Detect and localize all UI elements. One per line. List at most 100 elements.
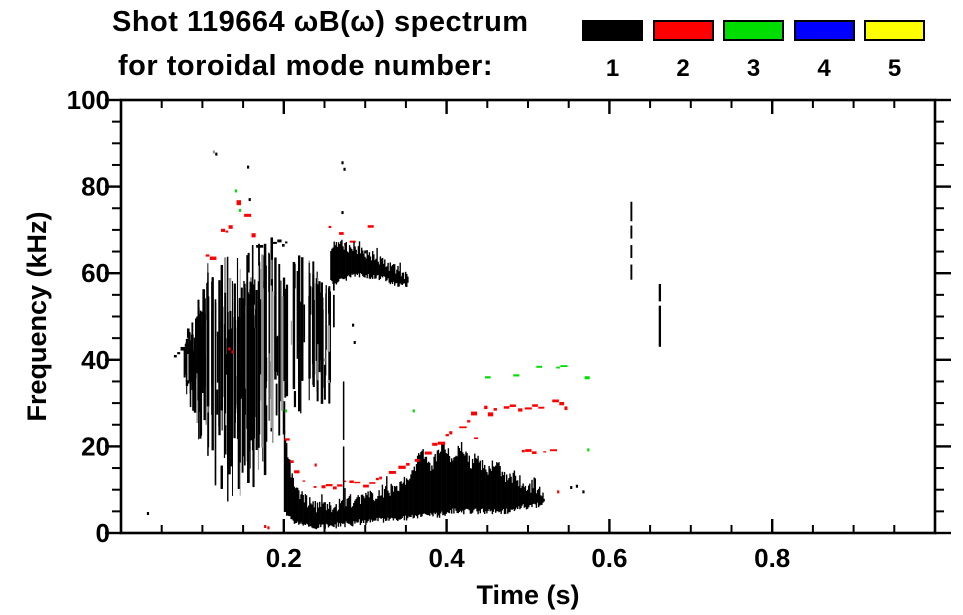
feature-early-chirp-streaks-n1 [229, 310, 232, 342]
feature-second-trace-19khz-n2 [550, 449, 557, 452]
feature-hug-rise-n2 [459, 426, 467, 429]
feature-burst2-blob-n1 [349, 247, 352, 278]
feature-hug-rise-n2 [467, 420, 471, 423]
feature-low-band-n1 [335, 504, 337, 529]
x-tick-label: 0.6 [591, 543, 627, 573]
feature-low-band-n1 [458, 448, 461, 512]
feature-burst2-arc-n2 [349, 240, 356, 243]
feature-hug-rise-n2 [414, 458, 420, 462]
feature-burst2-blob-n1 [335, 242, 338, 285]
feature-early-chirp-streaks-n1 [275, 383, 278, 416]
feature-low-band-n1 [421, 450, 423, 517]
feature-low-band-n1 [368, 497, 370, 520]
feature-specks-red [557, 490, 560, 494]
feature-hug-rise-n2 [369, 482, 376, 484]
feature-low-band-n1 [438, 453, 441, 518]
feature-early-chirp-streaks-n1 [285, 284, 289, 397]
feature-early-chirp-streaks-n1 [190, 350, 192, 381]
feature-early-chirp-streaks-n1 [238, 297, 241, 463]
feature-flat-band-29khz-n2 [538, 406, 545, 409]
feature-rising-arc-n2 [228, 225, 233, 229]
feature-squiggle-67khz-n1 [285, 241, 288, 244]
feature-early-chirp-streaks-n1 [195, 318, 198, 343]
y-tick-label: 60 [81, 258, 110, 288]
feature-low-band-n1 [372, 499, 375, 521]
feature-early-chirp-streaks-n1 [308, 296, 311, 379]
feature-low-band-n1 [393, 485, 396, 519]
feature-low-band-n1 [408, 480, 410, 517]
feature-low-band-n1 [501, 471, 503, 511]
x-axis-title: Time (s) [476, 580, 579, 610]
feature-low-band-n1 [467, 461, 469, 510]
feature-burst2-blob-n1 [352, 250, 354, 275]
feature-vdash-t0262-n1 [333, 271, 335, 291]
feature-low-band-n1 [499, 465, 501, 512]
feature-low-band-n1 [539, 486, 541, 506]
feature-low-band-n1 [517, 480, 519, 509]
feature-specks-green [587, 448, 590, 452]
feature-specks-black [570, 486, 573, 490]
feature-low-freq-arm-n1 [177, 352, 181, 355]
feature-second-trace-19khz-n2 [521, 449, 525, 453]
feature-low-band-n1 [352, 506, 354, 527]
feature-rising-arc-n2 [225, 230, 229, 233]
feature-low-band-n1 [444, 449, 446, 516]
feature-low-band-n1 [316, 502, 319, 529]
feature-low-band-n1 [390, 483, 392, 518]
feature-early-chirp-streaks-n1 [268, 253, 270, 354]
feature-low-band-n1 [503, 471, 506, 515]
feature-squiggle-67khz-n1 [277, 239, 282, 243]
feature-specks-red [267, 526, 270, 530]
feature-low-band-n1 [445, 452, 447, 514]
feature-early-chirp-streaks-n1 [319, 304, 321, 345]
feature-hug-rise-n2 [332, 486, 337, 490]
feature-low-band-n1 [535, 493, 538, 508]
feature-low-band-n1 [383, 488, 386, 519]
feature-low-freq-arm-n1 [190, 353, 196, 357]
feature-low-band-n1 [367, 491, 369, 522]
feature-low-band-n1 [474, 453, 476, 509]
feature-early-chirp-streaks-n1 [262, 288, 265, 462]
feature-low-band-n1 [427, 461, 430, 516]
feature-burst2-blob-n1 [332, 247, 334, 284]
feature-low-band-n1 [542, 492, 544, 503]
feature-low-band-n1 [291, 473, 293, 520]
y-tick-label: 20 [81, 431, 110, 461]
feature-low-band-n1 [457, 445, 459, 514]
feature-low-band-n1 [465, 451, 467, 509]
feature-low-band-n1 [292, 477, 294, 521]
feature-burst2-blob-n1 [376, 247, 378, 276]
feature-burst2-blob-n1 [357, 246, 360, 274]
feature-specks-red [264, 525, 267, 529]
feature-hug-rise-n2 [375, 477, 379, 481]
feature-early-chirp-streaks-n1 [244, 283, 246, 466]
feature-low-band-n1 [371, 493, 374, 522]
y-tick-label: 40 [81, 345, 110, 375]
feature-specks-green [234, 189, 237, 193]
feature-low-band-n1 [531, 479, 533, 508]
feature-low-band-n1 [488, 465, 490, 510]
feature-band-37khz-n3 [584, 376, 590, 380]
feature-early-chirp-streaks-n1 [230, 328, 233, 467]
feature-burst2-blob-n1 [407, 276, 409, 283]
feature-low-band-n1 [286, 443, 288, 516]
feature-low-band-n1 [487, 474, 489, 512]
feature-early-chirp-streaks-n1 [327, 288, 330, 314]
feature-low-band-n1 [342, 499, 344, 524]
feature-early-chirp-streaks-n1 [315, 278, 317, 361]
feature-squiggle-67khz-n1 [256, 244, 264, 248]
feature-low-band-n1 [391, 485, 393, 519]
feature-low-band-n1 [412, 470, 414, 519]
feature-early-chirp-streaks-n1 [296, 270, 299, 359]
feature-low-band-n1 [415, 464, 418, 517]
feature-early-chirp-streaks-n1 [186, 328, 190, 351]
feature-low-band-n1 [339, 503, 342, 527]
feature-burst2-blob-n1 [362, 250, 364, 277]
feature-low-band-n1 [509, 473, 511, 513]
feature-hug-rise-n2 [406, 462, 410, 466]
legend-swatch-n5 [864, 20, 925, 41]
feature-low-band-n1 [301, 491, 303, 525]
feature-low-band-n1 [328, 501, 331, 527]
